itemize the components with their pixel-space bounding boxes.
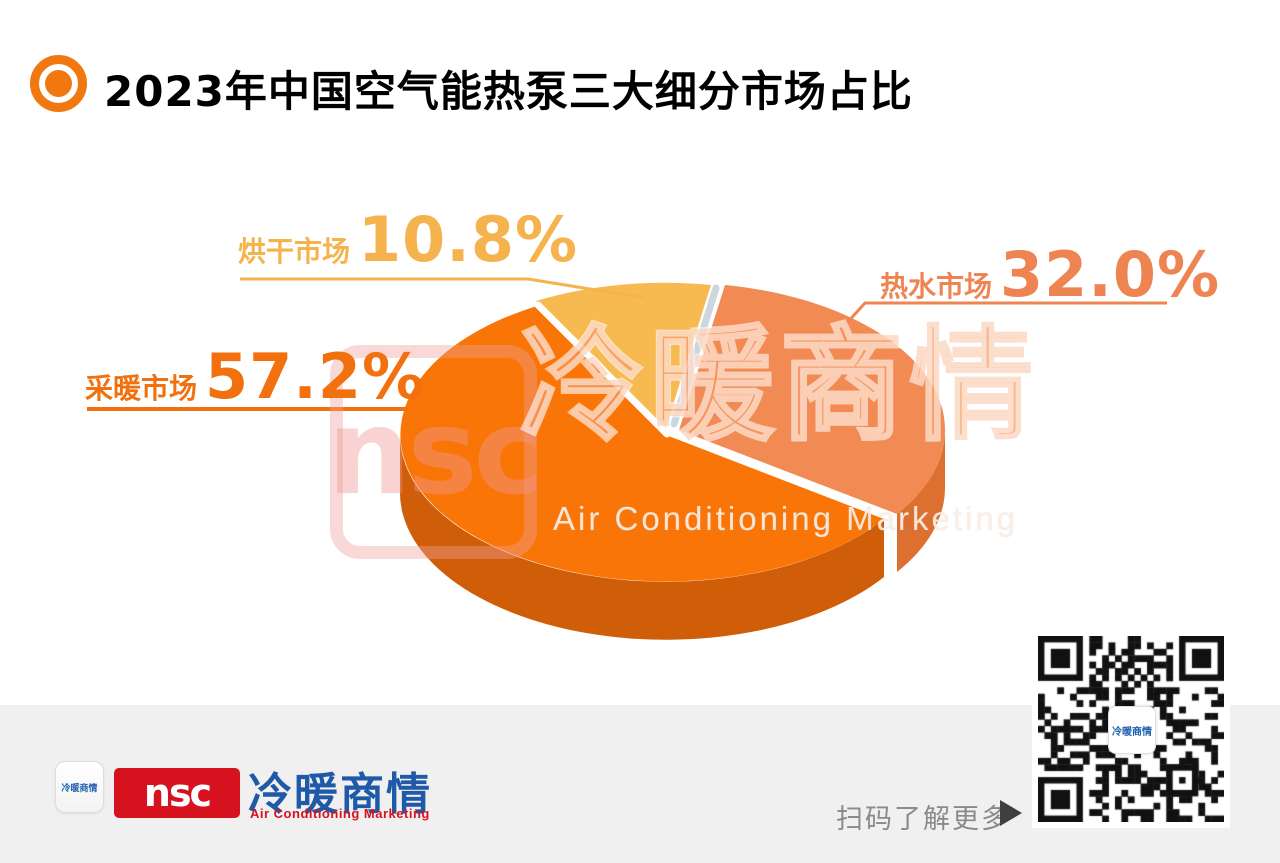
watermark-nsc-logo: nsc: [327, 345, 544, 559]
label-heating-value: 57.2%: [205, 340, 426, 413]
label-drying-value: 10.8%: [358, 203, 579, 276]
label-hotwater-name: 热水市场: [880, 271, 993, 302]
nsc-logo-badge: nsc: [114, 768, 240, 818]
watermark-brand-cn: 冷暖商情: [518, 316, 1041, 457]
pie-slice-heating-side: [400, 435, 884, 640]
pie-slice-hotwater: [679, 285, 945, 514]
label-heating-market: 采暖市场 57.2%: [85, 340, 425, 413]
qr-center-logo-text: 冷暖商情: [1112, 726, 1152, 738]
page-title: 2023年中国空气能热泵三大细分市场占比: [104, 67, 913, 116]
pie-slice-hotwater-side: [897, 430, 945, 572]
footer-brand-cn: 冷暖商情: [248, 770, 432, 819]
label-drying-market: 烘干市场 10.8%: [238, 203, 578, 276]
label-heating-name: 采暖市场: [85, 373, 198, 404]
slice-gap-drying-hotwater: [670, 284, 720, 428]
leader-line-hotwater: [835, 301, 1167, 336]
watermark-nsc-text: nsc: [327, 383, 543, 521]
qr-center-logo: 冷暖商情: [1108, 706, 1156, 754]
footer-app-icon-text: 冷暖商情: [61, 782, 98, 793]
scan-hint-text: 扫码了解更多: [836, 804, 1010, 834]
footer-brand-en: Air Conditioning Marketing: [250, 806, 430, 821]
nsc-logo-text: nsc: [143, 771, 212, 815]
label-hotwater-market: 热水市场 32.0%: [880, 238, 1220, 311]
target-dot-center: [45, 70, 72, 97]
footer-app-icon: 冷暖商情: [55, 761, 104, 813]
leader-line-drying: [240, 277, 647, 300]
label-hotwater-value: 32.0%: [1000, 238, 1221, 311]
play-right-icon: [1000, 800, 1022, 826]
target-dot-icon: [30, 55, 87, 112]
slice-gap-heating-drying: [534, 301, 671, 438]
watermark-brand-en: Air Conditioning Marketing: [553, 500, 1019, 537]
pie-slice-drying: [536, 282, 711, 430]
label-drying-name: 烘干市场: [238, 236, 351, 267]
